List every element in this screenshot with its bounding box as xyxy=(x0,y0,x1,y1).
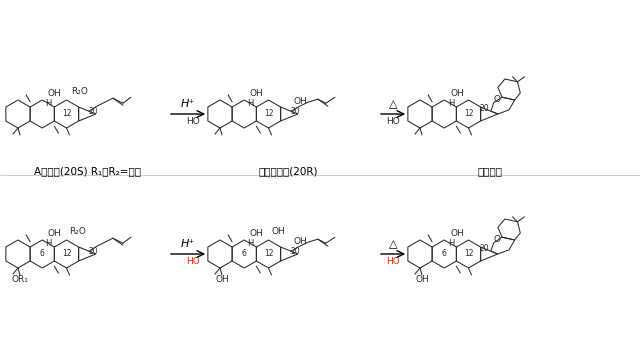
Text: HO: HO xyxy=(386,117,400,126)
Text: OR₁: OR₁ xyxy=(12,275,28,284)
Text: 12: 12 xyxy=(61,250,71,259)
Text: 20: 20 xyxy=(291,247,300,257)
Text: 12: 12 xyxy=(464,250,473,259)
Text: H: H xyxy=(448,239,454,248)
Text: R₂O: R₂O xyxy=(70,228,86,237)
Text: R₂O: R₂O xyxy=(72,88,88,97)
Text: OH: OH xyxy=(48,230,61,238)
Text: OH: OH xyxy=(451,89,465,97)
Text: H: H xyxy=(247,99,253,109)
Text: H⁺: H⁺ xyxy=(181,239,195,249)
Text: 12: 12 xyxy=(464,110,473,119)
Text: △: △ xyxy=(388,239,397,249)
Text: 6: 6 xyxy=(242,250,246,259)
Text: OH: OH xyxy=(215,275,229,284)
Text: 20: 20 xyxy=(291,107,300,117)
Text: 6: 6 xyxy=(442,250,447,259)
Text: 12: 12 xyxy=(264,250,273,259)
Text: 20: 20 xyxy=(88,247,98,257)
Text: A型皂苷(20S) R₁、R₂=糖基: A型皂苷(20S) R₁、R₂=糖基 xyxy=(35,166,141,176)
Text: △: △ xyxy=(388,99,397,109)
Text: O: O xyxy=(493,95,500,104)
Text: OH: OH xyxy=(271,228,285,237)
Text: 原人参二醇(20R): 原人参二醇(20R) xyxy=(259,166,317,176)
Text: OH: OH xyxy=(48,89,61,98)
Text: 20: 20 xyxy=(479,244,489,253)
Text: H: H xyxy=(45,99,51,109)
Text: OH: OH xyxy=(250,89,264,98)
Text: OH: OH xyxy=(294,237,308,246)
Text: OH: OH xyxy=(451,229,465,238)
Text: H: H xyxy=(448,99,454,109)
Text: 20: 20 xyxy=(479,104,489,113)
Text: 6: 6 xyxy=(40,250,45,259)
Text: HO: HO xyxy=(386,257,400,266)
Text: H⁺: H⁺ xyxy=(181,99,195,109)
Text: 12: 12 xyxy=(61,110,71,119)
Text: OH: OH xyxy=(294,97,308,106)
Text: OH: OH xyxy=(250,230,264,238)
Text: 人参二醇: 人参二醇 xyxy=(477,166,502,176)
Text: OH: OH xyxy=(415,275,429,284)
Text: O: O xyxy=(493,235,500,244)
Text: HO: HO xyxy=(186,117,200,126)
Text: 12: 12 xyxy=(264,110,273,119)
Text: HO: HO xyxy=(186,257,200,266)
Text: H: H xyxy=(247,239,253,248)
Text: H: H xyxy=(45,239,51,248)
Text: 20: 20 xyxy=(88,107,98,117)
